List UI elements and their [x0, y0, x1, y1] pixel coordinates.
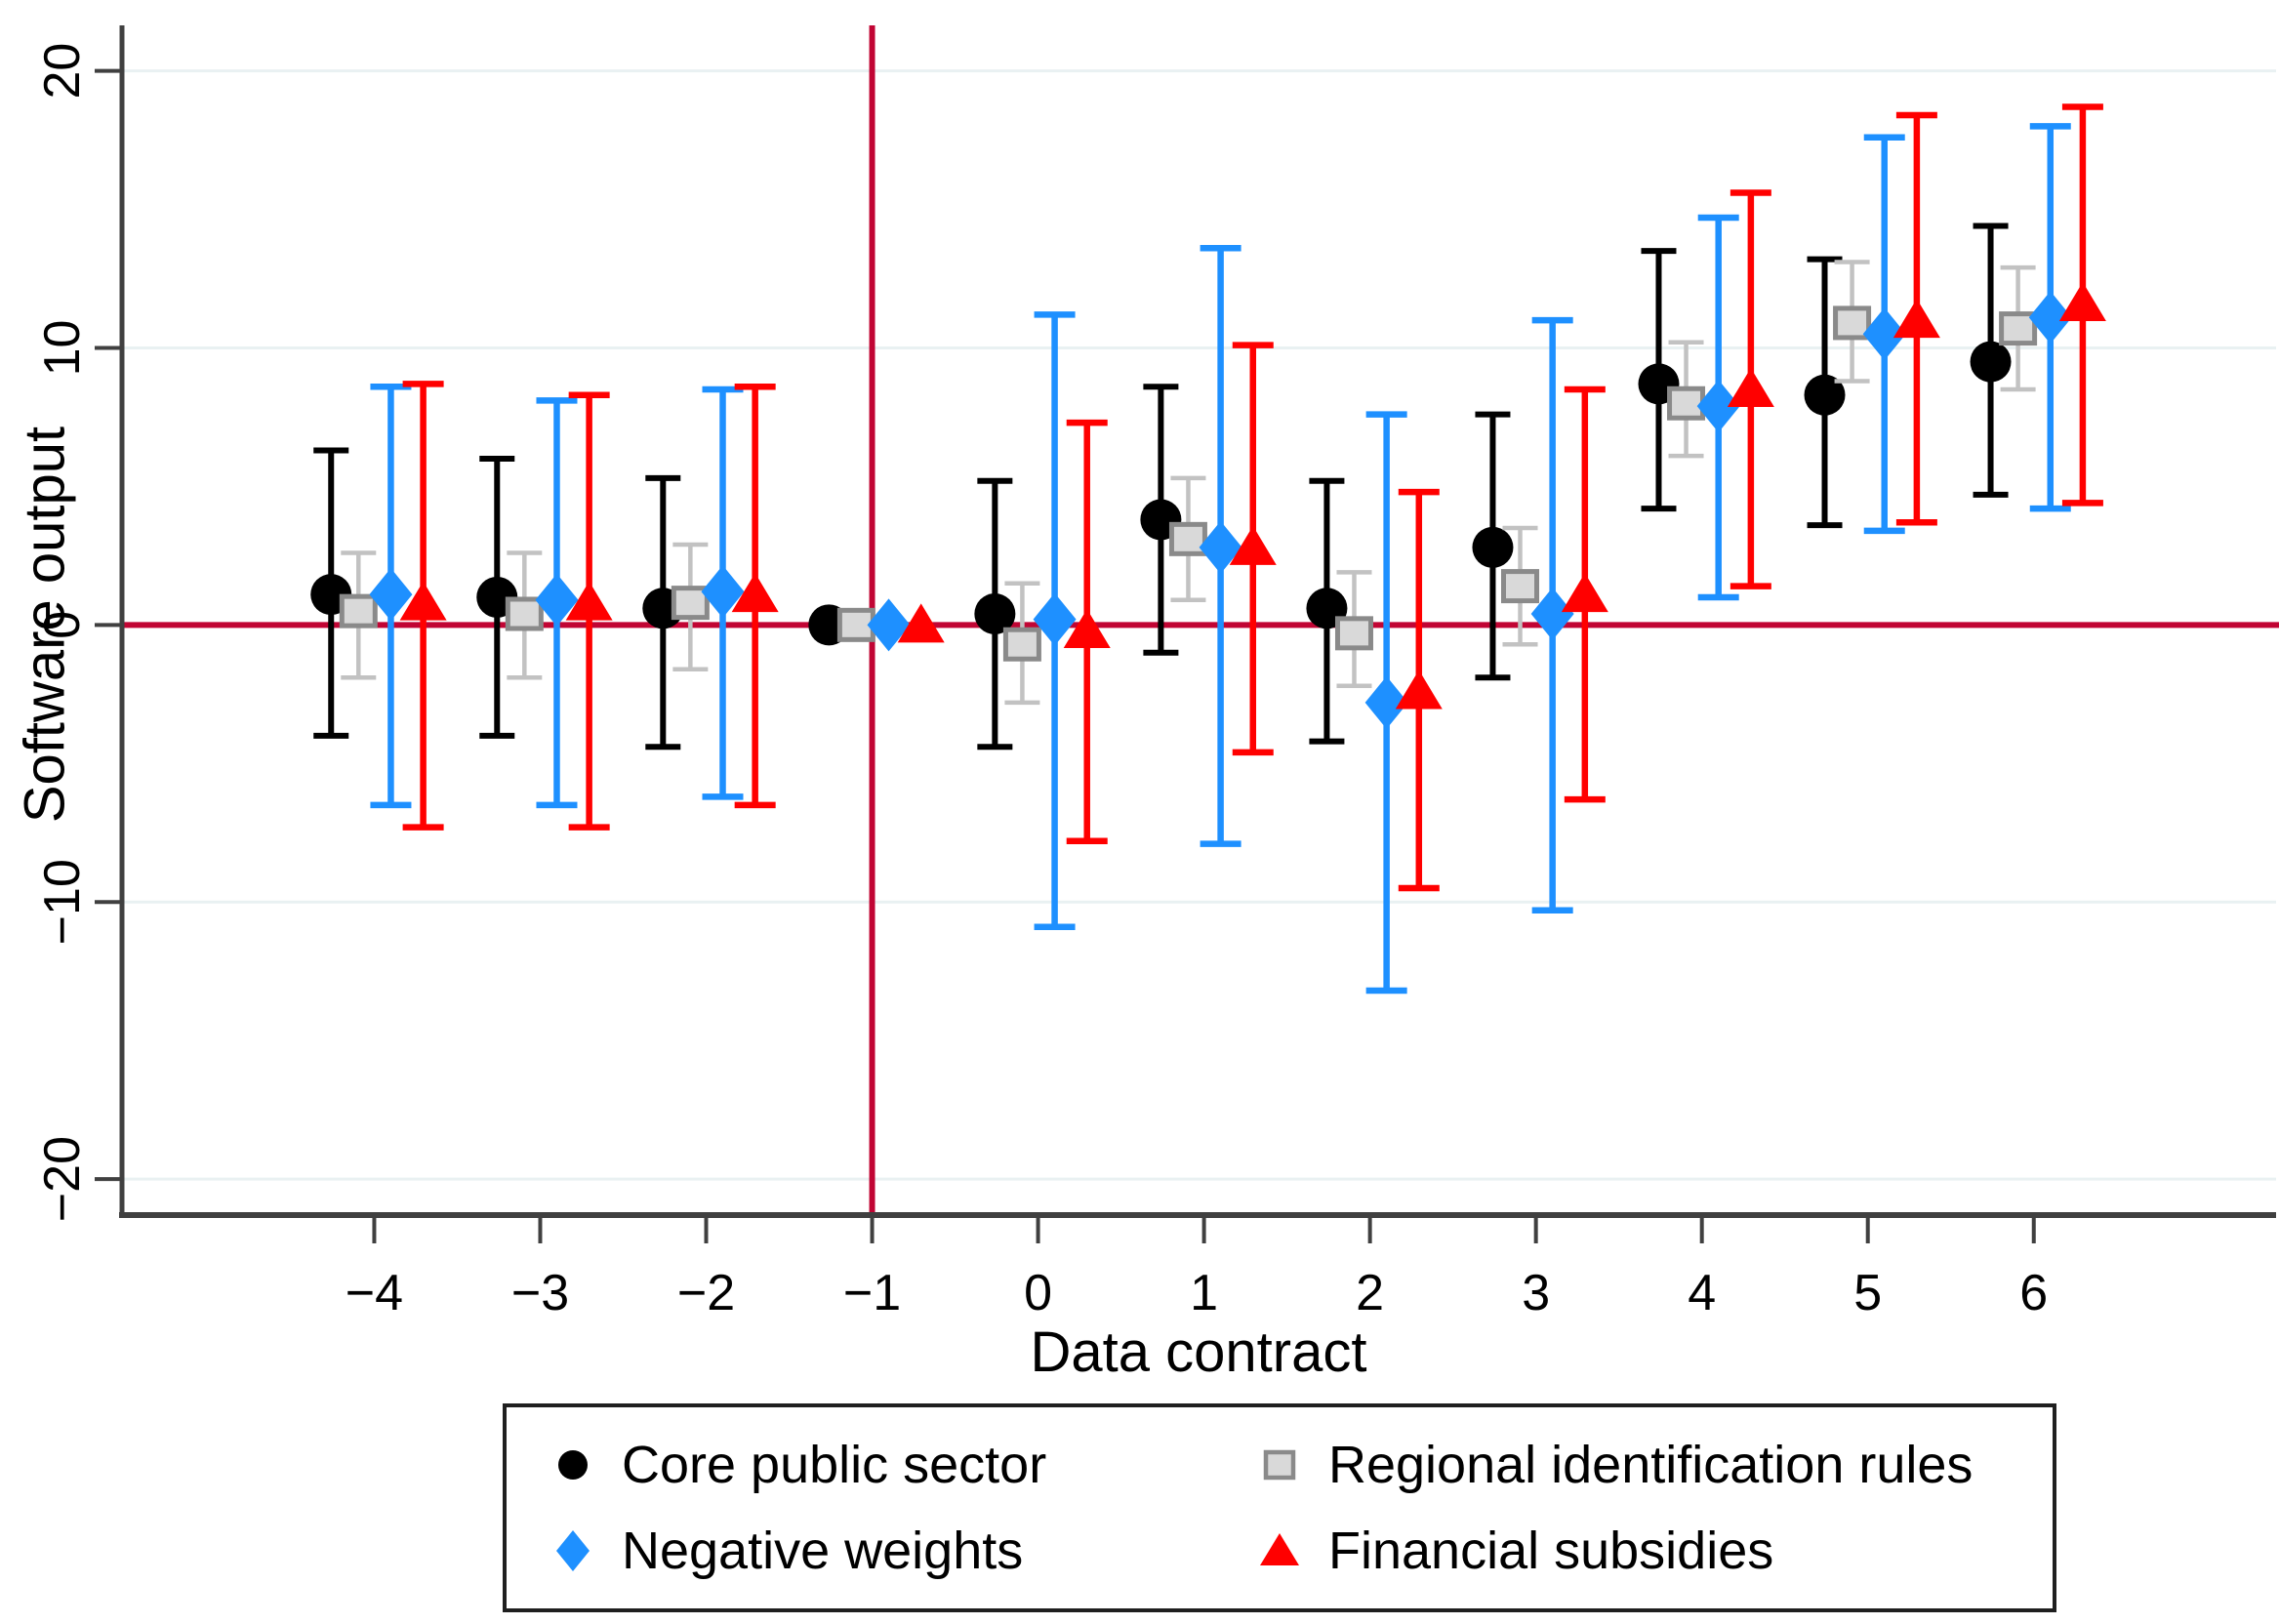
circle-marker	[974, 592, 1016, 634]
y-tick-label: −20	[34, 1136, 91, 1222]
triangle-marker	[1063, 609, 1111, 649]
square-marker	[339, 593, 378, 629]
diamond-marker	[1364, 675, 1408, 729]
y-axis-title: Software output	[13, 426, 77, 824]
triangle-marker	[897, 603, 945, 643]
triangle-marker	[1892, 299, 1940, 339]
legend: Core public sector Regional identificati…	[503, 1403, 2056, 1612]
diamond-glyph	[556, 1530, 590, 1571]
triangle-marker	[565, 581, 613, 621]
x-tick-label: 2	[1356, 1265, 1384, 1321]
x-tick-label: −2	[677, 1265, 735, 1321]
legend-label: Core public sector	[622, 1436, 1047, 1494]
square-marker	[505, 596, 544, 631]
legend-circle-icon	[548, 1438, 598, 1492]
square-glyph-shape	[1263, 1449, 1296, 1481]
legend-label: Financial subsidies	[1328, 1522, 1774, 1580]
circle-marker	[1970, 341, 2012, 383]
diamond-marker	[2028, 291, 2072, 345]
x-tick-label: −4	[346, 1265, 403, 1321]
diamond-marker	[369, 568, 413, 622]
y-tick-label: 10	[34, 320, 91, 377]
square-marker	[1833, 305, 1872, 341]
square-marker	[1999, 311, 2038, 346]
x-axis-title: Data contract	[1030, 1320, 1367, 1384]
diamond-marker	[701, 565, 745, 619]
triangle-glyph	[1260, 1533, 1299, 1565]
triangle-marker	[731, 573, 779, 613]
x-tick-label: 5	[1853, 1265, 1882, 1321]
square-marker	[1667, 386, 1706, 421]
circle-glyph	[558, 1450, 588, 1480]
legend-item-core-public-sector: Core public sector	[548, 1435, 1254, 1495]
square-marker	[1334, 616, 1373, 651]
triangle-marker	[1229, 525, 1277, 565]
square-glyph	[1263, 1449, 1296, 1481]
circle-glyph-shape	[558, 1450, 588, 1480]
legend-square-icon	[1254, 1438, 1305, 1492]
x-tick-label: 4	[1688, 1265, 1716, 1321]
triangle-marker	[1727, 368, 1774, 408]
x-tick-label: 0	[1024, 1265, 1052, 1321]
circle-marker	[1804, 374, 1846, 416]
triangle-marker	[399, 581, 447, 621]
square-marker	[1168, 521, 1207, 556]
diamond-marker	[1862, 307, 1906, 361]
x-tick-label: 6	[2019, 1265, 2048, 1321]
triangle-glyph-shape	[1260, 1533, 1299, 1565]
diamond-marker	[535, 573, 579, 627]
diamond-marker	[1033, 592, 1077, 646]
y-tick-label: 20	[34, 43, 91, 100]
diamond-marker	[1696, 380, 1740, 433]
x-tick-label: −3	[511, 1265, 569, 1321]
legend-triangle-icon	[1254, 1523, 1305, 1578]
triangle-marker	[1395, 670, 1443, 710]
y-tick-label: −10	[34, 859, 91, 945]
triangle-marker	[2058, 282, 2106, 322]
x-tick-label: 3	[1522, 1265, 1550, 1321]
legend-diamond-icon	[548, 1523, 598, 1578]
x-tick-label: −1	[843, 1265, 901, 1321]
legend-label: Regional identification rules	[1328, 1436, 1974, 1494]
triangle-marker	[1561, 573, 1608, 613]
x-tick-label: 1	[1190, 1265, 1218, 1321]
diamond-marker	[1199, 520, 1242, 574]
square-marker	[1501, 569, 1540, 604]
legend-item-negative-weights: Negative weights	[548, 1521, 1254, 1581]
diamond-glyph-shape	[556, 1530, 590, 1571]
square-marker	[1002, 627, 1041, 662]
diamond-marker	[867, 598, 911, 652]
square-marker	[671, 586, 710, 621]
legend-item-regional-identification-rules: Regional identification rules	[1254, 1435, 2053, 1495]
y-tick-label: 0	[34, 611, 91, 639]
circle-marker	[1472, 526, 1514, 568]
legend-label: Negative weights	[622, 1522, 1024, 1580]
diamond-marker	[1530, 587, 1574, 640]
legend-item-financial-subsidies: Financial subsidies	[1254, 1521, 2053, 1581]
